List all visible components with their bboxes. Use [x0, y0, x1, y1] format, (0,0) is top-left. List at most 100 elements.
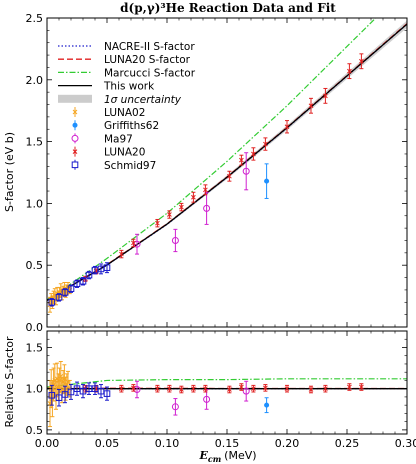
x-axis-label-main: E	[198, 449, 208, 462]
data-point	[191, 191, 196, 203]
data-point	[203, 384, 208, 393]
series-schmid97-1	[48, 381, 111, 407]
data-point	[359, 383, 364, 391]
legend-label: Griffiths62	[104, 120, 159, 132]
data-point	[85, 270, 93, 280]
legend-label: This work	[103, 81, 155, 93]
curve-nacre-ii-s-factor-0	[47, 23, 407, 301]
legend-item-uncertainty: 1σ uncertainty	[58, 94, 182, 106]
legend-item-this-work: This work	[58, 81, 155, 93]
legend-label: Schmid97	[104, 160, 156, 172]
plot-area-0	[47, 18, 407, 313]
data-point	[155, 218, 160, 228]
legend-item-marcucci-s-factor: Marcucci S-factor	[58, 67, 196, 79]
y-tick-label: 1.0	[26, 197, 44, 210]
data-point	[239, 154, 244, 166]
plot-frame-1	[46, 330, 408, 435]
data-point	[119, 384, 124, 393]
data-point	[171, 228, 179, 253]
y-tick-label: 2.5	[26, 12, 44, 25]
y-axis-label-top: S-factor (eV b)	[3, 132, 16, 212]
data-point	[67, 284, 75, 293]
data-point	[251, 384, 256, 393]
legend-marker	[72, 149, 78, 154]
data-point	[284, 384, 290, 393]
legend-item-luna02: LUNA02	[72, 107, 145, 119]
data-point	[103, 386, 111, 401]
chart-title: d(p,γ)³He Reaction Data and Fit	[120, 1, 336, 15]
data-point	[119, 249, 124, 259]
legend-item-schmid97: Schmid97	[71, 159, 156, 172]
legend-label: LUNA20 S-factor	[104, 54, 191, 66]
data-point	[133, 380, 141, 399]
data-point	[251, 147, 256, 161]
x-axis-label-sub: cm	[208, 454, 221, 464]
data-point	[91, 265, 99, 275]
data-point	[179, 202, 184, 212]
legend-marker	[71, 134, 79, 142]
data-point	[155, 384, 160, 393]
x-axis-label: Ecm (MeV)	[198, 449, 256, 464]
data-point	[227, 385, 232, 394]
legend-item-luna20: LUNA20	[72, 146, 145, 159]
x-tick-label: 0.05	[95, 437, 120, 450]
y-tick-label: 0.5	[26, 259, 44, 272]
legend-label: NACRE-II S-factor	[104, 41, 195, 53]
data-point	[131, 238, 136, 248]
legend-marker	[71, 161, 79, 169]
y-axis-label-bottom: Relative S-factor	[3, 336, 16, 428]
x-tick-label: 0.00	[35, 437, 60, 450]
data-point	[167, 210, 172, 219]
legend-item-ma97: Ma97	[71, 133, 133, 145]
x-tick-label: 0.10	[155, 437, 180, 450]
data-point	[239, 383, 244, 391]
data-point	[359, 53, 364, 70]
data-point	[97, 384, 105, 399]
top-panel: 0.0 0.5 1.0 1.5 2.0 2.5	[26, 12, 408, 334]
legend-label: Marcucci S-factor	[104, 67, 196, 79]
data-point	[263, 137, 268, 151]
y-tick-label: 1.0	[26, 383, 44, 396]
data-point	[242, 152, 250, 191]
y-tick-label: 1.5	[26, 341, 44, 354]
data-point	[171, 398, 179, 416]
data-point	[167, 384, 172, 393]
legend-marker	[72, 109, 78, 115]
data-point	[347, 63, 352, 80]
y-tick-label: 2.0	[26, 74, 44, 87]
x-tick-label: 0.25	[335, 437, 360, 450]
legend-marker	[72, 122, 78, 128]
data-point	[61, 288, 69, 297]
data-point	[203, 389, 211, 410]
legend-label: LUNA02	[104, 107, 145, 119]
data-point	[79, 277, 87, 286]
series-griffiths62-1	[264, 397, 270, 414]
data-point	[55, 293, 63, 302]
data-point	[203, 184, 208, 196]
data-point	[242, 380, 250, 402]
legend-item-luna20-s-factor: LUNA20 S-factor	[58, 54, 191, 66]
data-point	[179, 385, 184, 394]
data-point	[264, 163, 270, 199]
legend-swatch	[58, 94, 92, 103]
y-tick-label: 0.0	[26, 321, 44, 334]
data-point	[203, 191, 211, 225]
data-point	[323, 384, 328, 393]
data-point	[73, 381, 81, 396]
legend-item-griffiths62: Griffiths62	[72, 120, 159, 132]
data-point	[227, 170, 232, 182]
legend-label: LUNA20	[104, 147, 145, 159]
plot-frame-0	[46, 17, 408, 328]
plot-area-1	[47, 360, 407, 428]
data-point	[347, 383, 352, 391]
data-point	[263, 384, 268, 392]
series-schmid97-0	[48, 262, 111, 307]
series-griffiths62-0	[264, 163, 270, 199]
y-tick-label: 0.5	[26, 424, 44, 437]
data-point	[323, 87, 328, 104]
series-luna20-0	[83, 53, 364, 282]
data-point	[308, 97, 314, 114]
curve-marcucci-s-factor-0	[47, 18, 377, 301]
data-point	[131, 384, 136, 392]
